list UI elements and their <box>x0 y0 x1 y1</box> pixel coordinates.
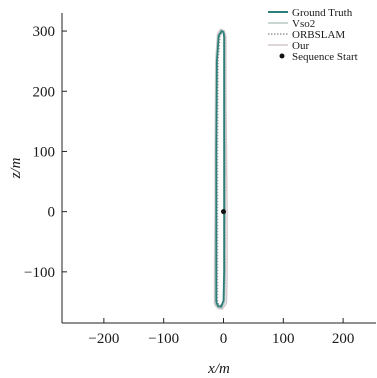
legend-label: Our <box>292 40 309 52</box>
legend-marker <box>279 53 285 59</box>
x-tick-label: −100 <box>148 331 179 347</box>
x-axis-label: x/m <box>207 361 230 377</box>
sequence-start-marker <box>220 209 226 215</box>
y-tick-label: 300 <box>33 24 56 40</box>
y-tick-label: 0 <box>48 205 56 221</box>
legend-label: Sequence Start <box>292 51 358 63</box>
series-layer <box>213 28 228 310</box>
legend-label: Vso2 <box>292 18 315 30</box>
legend-label: ORBSLAM <box>292 29 345 41</box>
chart-axes: −200 −100 0 100 200 −100 0 100 200 300 <box>24 13 376 347</box>
y-tick-label: 100 <box>33 144 56 160</box>
series-line-ground-truth <box>215 30 226 308</box>
y-tick-label: −100 <box>24 265 55 281</box>
marker-layer <box>220 209 226 215</box>
x-tick-label: 200 <box>332 331 355 347</box>
legend-label: Ground Truth <box>292 7 353 19</box>
x-tick-label: −200 <box>88 331 119 347</box>
y-axis-label: z/m <box>8 157 24 179</box>
x-tick-label: 100 <box>272 331 295 347</box>
y-tick-label: 200 <box>33 84 56 100</box>
x-tick-label: 0 <box>220 331 228 347</box>
